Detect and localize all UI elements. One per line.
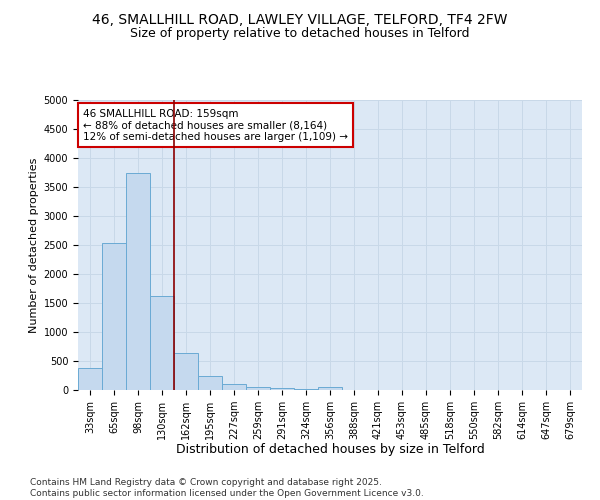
Bar <box>198 376 222 390</box>
Bar <box>174 354 198 390</box>
Text: Contains HM Land Registry data © Crown copyright and database right 2025.
Contai: Contains HM Land Registry data © Crown c… <box>30 478 424 498</box>
Bar <box>150 296 174 390</box>
Bar <box>318 387 342 390</box>
Bar <box>126 172 150 390</box>
Bar <box>246 386 270 390</box>
Bar <box>294 389 318 390</box>
Bar <box>78 368 102 390</box>
Text: 46, SMALLHILL ROAD, LAWLEY VILLAGE, TELFORD, TF4 2FW: 46, SMALLHILL ROAD, LAWLEY VILLAGE, TELF… <box>92 12 508 26</box>
Bar <box>222 384 246 390</box>
Bar <box>102 244 126 390</box>
Bar <box>270 388 294 390</box>
Y-axis label: Number of detached properties: Number of detached properties <box>29 158 40 332</box>
X-axis label: Distribution of detached houses by size in Telford: Distribution of detached houses by size … <box>176 444 484 456</box>
Text: Size of property relative to detached houses in Telford: Size of property relative to detached ho… <box>130 28 470 40</box>
Text: 46 SMALLHILL ROAD: 159sqm
← 88% of detached houses are smaller (8,164)
12% of se: 46 SMALLHILL ROAD: 159sqm ← 88% of detac… <box>83 108 348 142</box>
